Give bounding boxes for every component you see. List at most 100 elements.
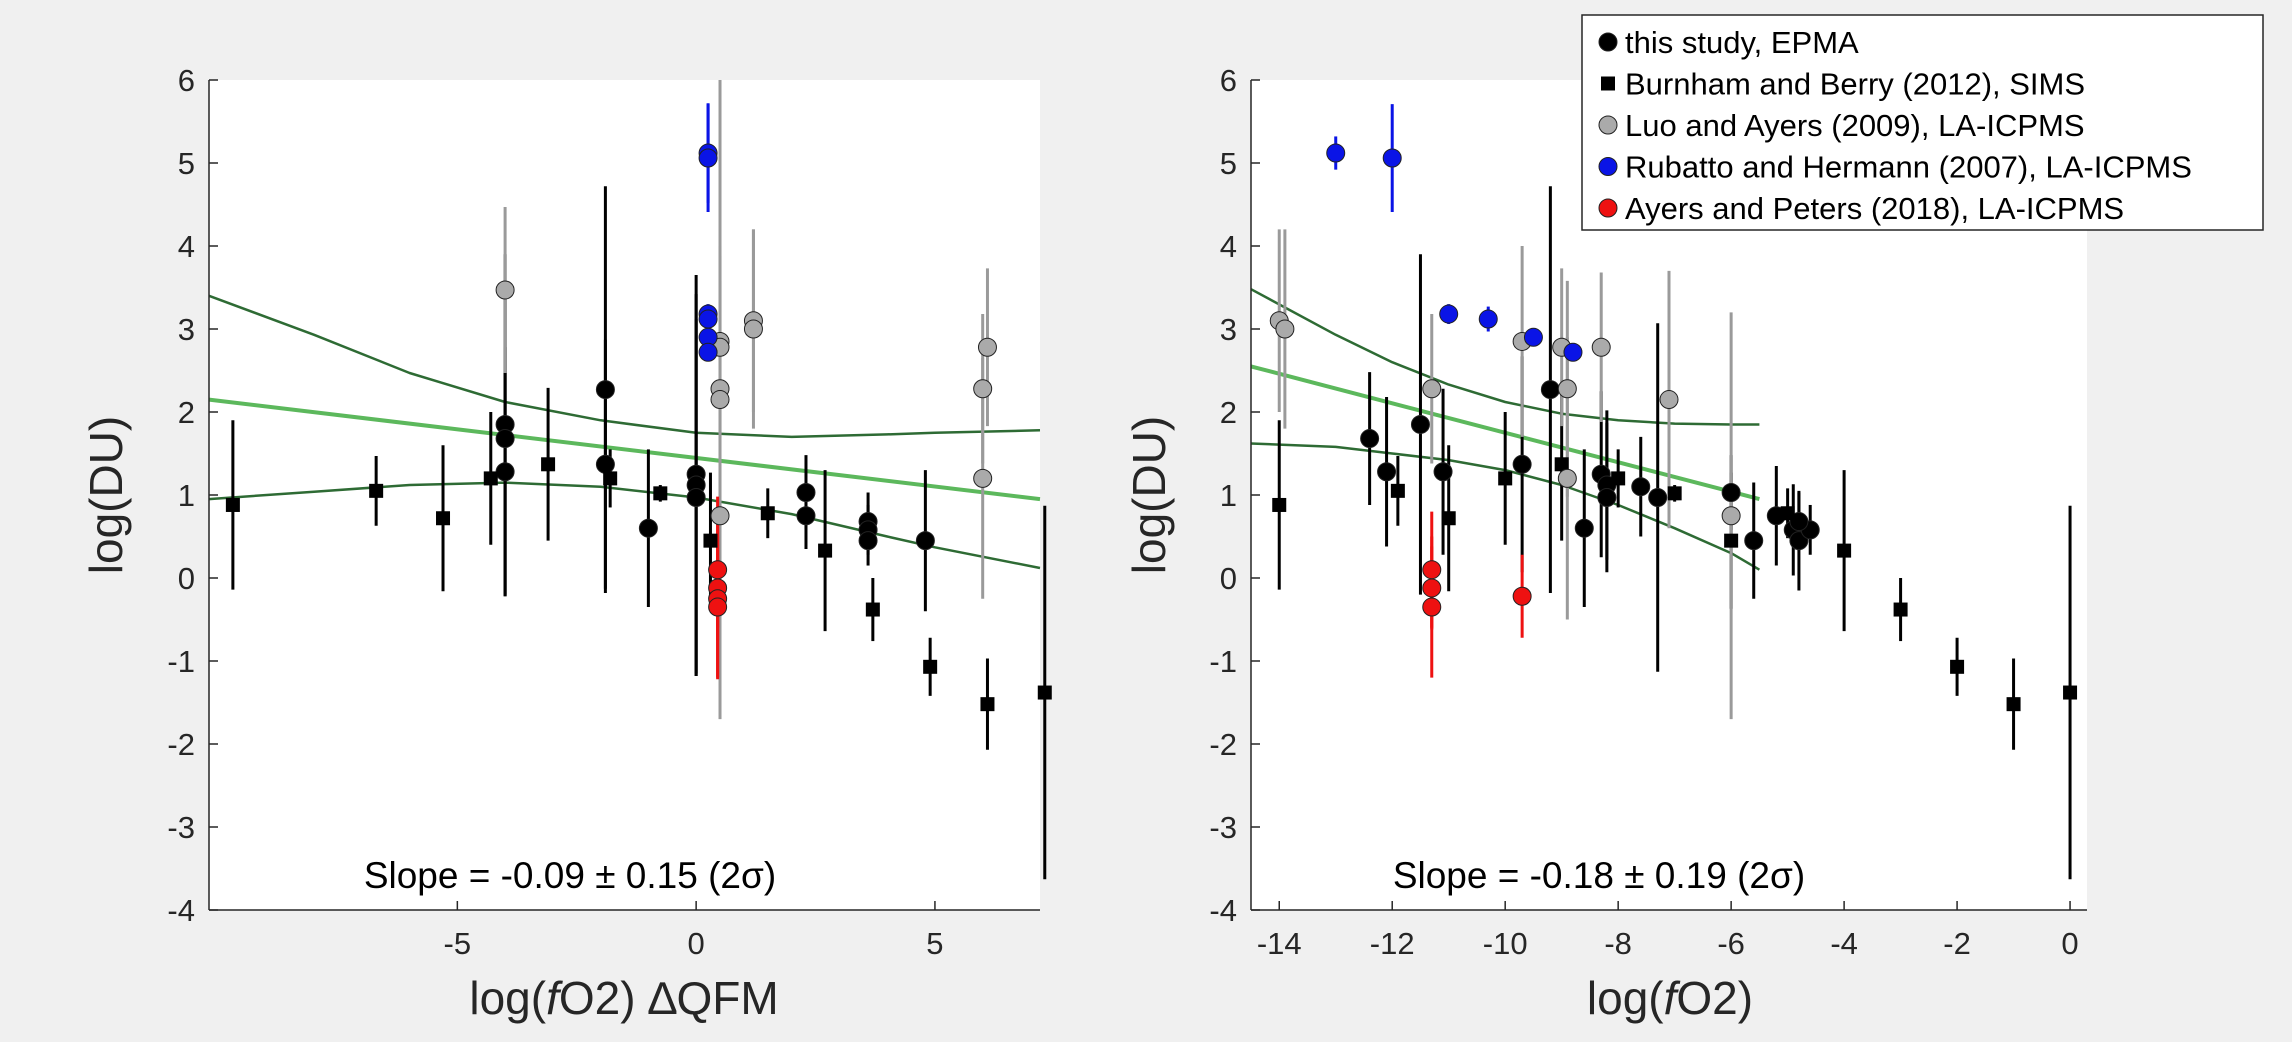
left-burnham-point: [369, 483, 384, 498]
right-slope-annotation: Slope = -0.18 ± 0.19 (2σ): [1393, 855, 1805, 896]
right-burnham-point: [1667, 486, 1682, 501]
right-rubatto-point: [1478, 309, 1498, 329]
right-epma-point: [1574, 518, 1594, 538]
left-burnham-point: [703, 533, 718, 548]
right-epma-point: [1433, 462, 1453, 482]
left-x-label-part-1: log(: [469, 972, 546, 1024]
right-epma-point: [1512, 454, 1532, 474]
right-y-tick-label: -4: [1209, 893, 1237, 928]
left-y-tick-label: 0: [178, 561, 195, 596]
right-luo-point: [1557, 468, 1577, 488]
left-rubatto-point: [698, 309, 718, 329]
right-y-tick-label: 6: [1220, 63, 1237, 98]
left-rubatto-point: [698, 342, 718, 362]
right-x-tick-label: -2: [1943, 926, 1971, 961]
left-x-label-italic-f: f: [546, 972, 563, 1024]
legend: this study, EPMA Burnham and Berry (2012)…: [1581, 14, 2264, 231]
left-x-axis-label: log(fO2) ∆QFM: [469, 972, 778, 1024]
right-burnham-point: [1780, 506, 1795, 521]
left-luo-point: [710, 506, 730, 526]
right-epma-point: [1744, 531, 1764, 551]
left-luo-point: [495, 280, 515, 300]
left-rubatto-point: [698, 148, 718, 168]
left-luo-point: [710, 390, 730, 410]
left-burnham-point: [436, 511, 451, 526]
left-tick-labels: -4 -3 -2 -1 0 1 2 3 4 5 6 -5 0 5: [167, 63, 943, 961]
right-burnham-point: [1893, 602, 1908, 617]
right-rubatto-point: [1523, 327, 1543, 347]
left-y-tick-label: 6: [178, 63, 195, 98]
left-x-label-part-2: O2): [559, 972, 648, 1024]
left-y-tick-label: 3: [178, 312, 195, 347]
right-luo-point: [1275, 319, 1295, 339]
right-luo-point: [1591, 337, 1611, 357]
left-ayers-point: [708, 597, 728, 617]
left-ayers-point: [708, 560, 728, 580]
left-y-tick-label: -4: [167, 893, 195, 928]
right-burnham-point: [1441, 511, 1456, 526]
left-luo-point: [973, 468, 993, 488]
left-epma-point: [915, 531, 935, 551]
right-ayers-point: [1512, 586, 1532, 606]
left-plot-area: [209, 80, 1040, 910]
left-upper-confidence-curve: [208, 294, 1041, 439]
left-epma-point: [595, 454, 615, 474]
left-y-tick-label: -2: [167, 727, 195, 762]
right-y-tick-label: -3: [1209, 810, 1237, 845]
right-x-label-part-2: O2): [1676, 972, 1753, 1024]
legend-marker-2: [1598, 115, 1618, 135]
legend-marker-1: [1601, 76, 1615, 91]
right-burnham-point: [1611, 471, 1626, 486]
left-panel: -4 -3 -2 -1 0 1 2 3 4 5 6 -5 0 5 Slope = -0.09 ± 0.15…: [80, 63, 1052, 1024]
right-epma-point: [1410, 414, 1430, 434]
right-burnham-point: [1950, 659, 1965, 674]
legend-marker-4: [1598, 198, 1618, 218]
right-epma-point: [1631, 477, 1651, 497]
right-luo-point: [1422, 379, 1442, 399]
left-epma-point: [495, 462, 515, 482]
legend-box: [1581, 14, 2264, 231]
left-y-tick-label: -1: [167, 644, 195, 679]
right-epma-point: [1540, 380, 1560, 400]
left-burnham-point: [603, 471, 618, 486]
right-epma-point: [1377, 462, 1397, 482]
legend-marker-3: [1598, 157, 1618, 176]
right-burnham-point: [1272, 497, 1287, 512]
legend-marker-0: [1598, 32, 1618, 52]
right-y-axis-label: log(DU): [1123, 416, 1175, 574]
right-luo-point: [1721, 506, 1741, 526]
right-x-label-italic-f: f: [1664, 972, 1681, 1024]
left-y-tick-label: 2: [178, 395, 195, 430]
right-y-tick-label: -2: [1209, 727, 1237, 762]
right-rubatto-point: [1326, 143, 1346, 163]
right-y-tick-label: 4: [1220, 229, 1237, 264]
right-x-tick-label: -10: [1483, 926, 1528, 961]
left-y-axis-label: log(DU): [80, 416, 132, 574]
right-burnham-point: [1498, 471, 1513, 486]
right-ayers-point: [1422, 578, 1442, 598]
left-slope-annotation: Slope = -0.09 ± 0.15 (2σ): [364, 855, 776, 896]
right-y-tick-label: 0: [1220, 561, 1237, 596]
right-rubatto-point: [1439, 304, 1459, 324]
right-y-tick-label: 5: [1220, 146, 1237, 181]
left-luo-point: [973, 379, 993, 399]
left-burnham-point: [980, 697, 995, 712]
right-y-tick-label: 1: [1220, 478, 1237, 513]
right-rubatto-point: [1563, 342, 1583, 362]
left-data-marks: [208, 80, 1052, 911]
left-burnham-point: [541, 457, 556, 472]
right-burnham-point: [1837, 543, 1852, 558]
left-epma-point: [595, 380, 615, 400]
left-burnham-point: [1037, 685, 1052, 700]
left-burnham-point: [760, 506, 775, 521]
right-burnham-point: [2006, 697, 2021, 712]
right-ayers-point: [1422, 597, 1442, 617]
left-luo-point: [743, 319, 763, 339]
left-y-tick-label: 1: [178, 478, 195, 513]
left-burnham-point: [818, 543, 833, 558]
right-data-marks: [1250, 80, 2087, 911]
right-x-tick-label: -14: [1257, 926, 1302, 961]
left-x-tick-label: -5: [444, 926, 472, 961]
left-epma-point: [495, 429, 515, 449]
